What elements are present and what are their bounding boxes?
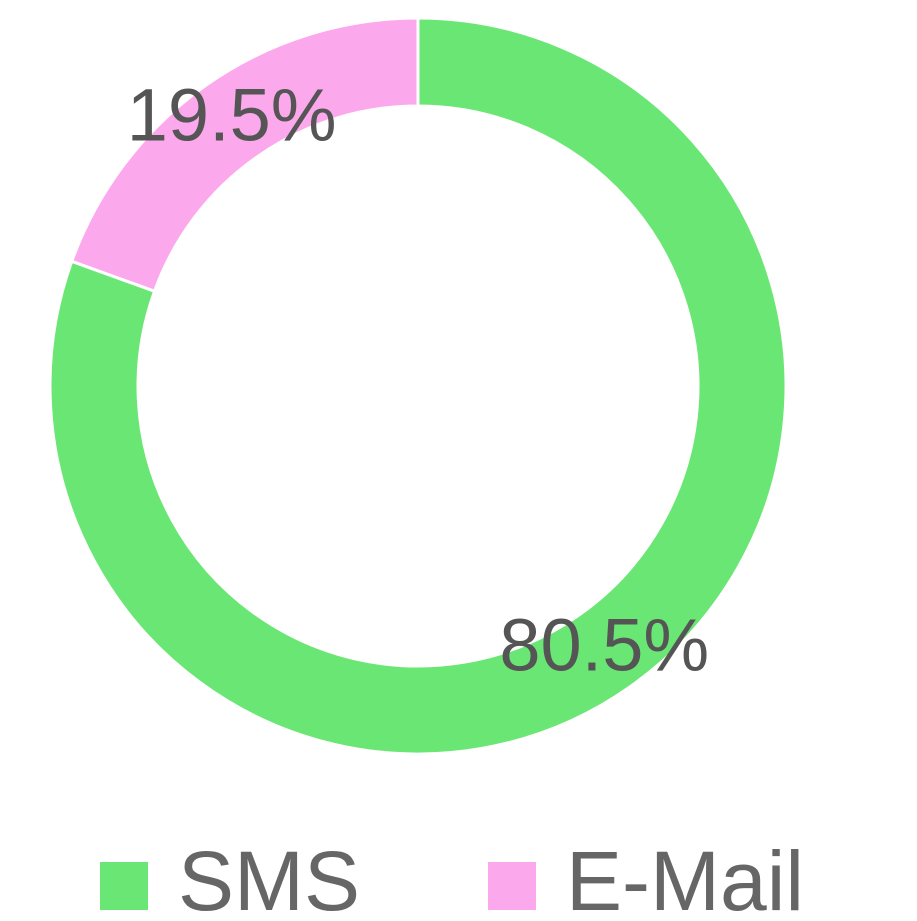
legend-label: E-Mail [566, 834, 804, 921]
value-label: 19.5% [127, 73, 337, 156]
legend-swatch [488, 862, 536, 910]
value-label: 80.5% [499, 604, 709, 687]
legend-label: SMS [178, 834, 360, 921]
donut-segment [69, 16, 420, 294]
donut-segment [48, 16, 788, 756]
legend-swatch [100, 862, 148, 910]
